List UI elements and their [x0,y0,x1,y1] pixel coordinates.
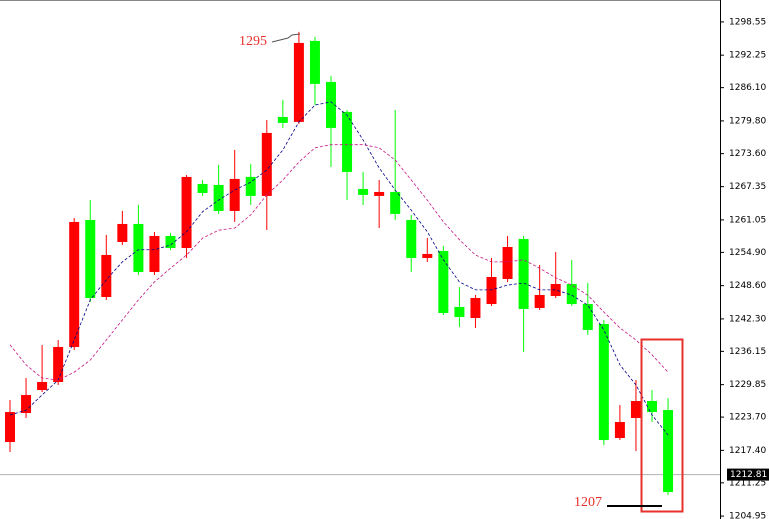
candle-body [518,238,529,309]
candle-body [213,184,224,211]
y-tick-label: 1211.25 [729,478,766,488]
candle-body [374,191,385,196]
candle-body [5,412,15,443]
candle-body [342,111,353,172]
y-tick-label: 1229.85 [729,380,766,390]
candle-body [21,395,32,414]
candle-body [261,132,272,196]
candle-body [647,400,657,413]
candle-body [117,223,128,242]
candle-body [454,306,465,317]
highlight-box [640,338,684,513]
plot [0,31,720,496]
y-tick-label: 1273.60 [729,149,766,159]
candle-body [309,40,320,84]
candle-body [550,283,561,296]
candle-body [630,400,641,418]
candle-body [101,254,112,297]
y-tick-label: 1254.90 [729,248,766,258]
candle-body [663,410,674,493]
y-tick-label: 1261.05 [729,215,766,225]
candle-body [534,294,545,308]
candle-body [149,235,160,272]
candle-body [69,221,80,347]
y-tick-label: 1279.80 [729,116,766,126]
y-tick-label: 1292.25 [729,51,766,61]
y-tick-label: 1236.15 [729,347,766,357]
candle-body [566,283,577,305]
current-price-box [727,468,769,481]
candle-body [502,246,513,279]
annotation: 1207 [574,495,602,510]
candle-body [390,191,401,214]
candle-body [470,297,481,318]
candle-body [37,381,48,391]
candle-body [181,176,192,248]
candle-body [293,42,304,122]
y-tick-label: 1223.70 [729,413,766,423]
y-tick-label: 1267.35 [729,182,766,192]
candle-body [245,176,256,196]
candle-body [598,324,609,441]
candle-body [53,346,64,382]
y-tick-label: 1217.40 [729,446,766,456]
candle-body [422,253,433,258]
annotation-line [271,33,301,43]
candle-body [197,183,208,193]
candle-body [277,116,288,123]
candle-body [438,250,449,313]
candle-body [229,178,240,211]
candle-body [614,422,625,439]
candle-body [85,219,96,298]
annotation: 1295 [239,34,267,49]
y-tick-label: 1204.95 [729,512,766,519]
candle-body [582,304,593,330]
y-tick-label: 1298.55 [729,17,766,27]
moving-average [9,144,669,381]
candle-body [486,276,497,305]
y-tick-label: 1248.60 [729,281,766,291]
current-price-label: 1212.81 [730,470,767,480]
moving-average [9,101,669,436]
candle-body [326,81,336,128]
candle-body [133,223,144,272]
candle-body [358,188,369,195]
y-tick-label: 1286.10 [729,83,766,93]
y-tick-label: 1242.30 [729,314,766,324]
candle-body [165,235,176,248]
candle-body [406,219,417,258]
